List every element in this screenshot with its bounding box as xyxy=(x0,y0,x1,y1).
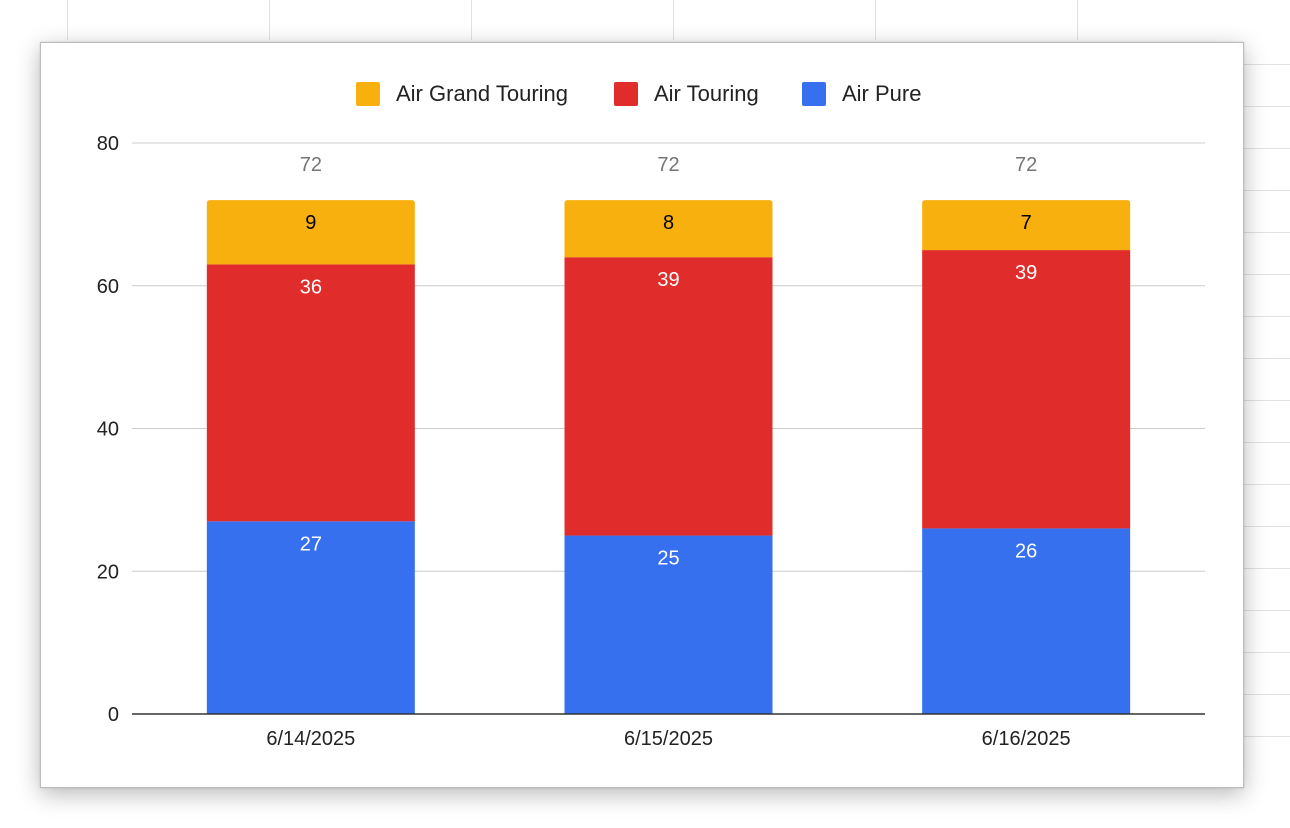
y-tick-label: 0 xyxy=(108,704,119,726)
sheet-grid-line xyxy=(269,0,270,40)
x-tick-label: 6/14/2025 xyxy=(266,728,355,750)
sheet-grid-line xyxy=(1244,400,1290,401)
data-label: 8 xyxy=(663,212,674,234)
sheet-grid-line xyxy=(471,0,472,40)
sheet-grid-line xyxy=(1244,610,1290,611)
sheet-grid-line xyxy=(1244,526,1290,527)
axes: 0 20 40 60 80 6/14/2025 6/15/2025 6/16/2025 xyxy=(97,133,1205,750)
data-label: 39 xyxy=(657,269,679,291)
sheet-grid-line xyxy=(1244,358,1290,359)
legend-swatch[interactable] xyxy=(802,82,826,106)
bar-segment[interactable] xyxy=(564,200,773,258)
legend: Air Grand Touring Air Touring Air Pure xyxy=(356,81,921,106)
sheet-grid-line xyxy=(1244,652,1290,653)
data-label: 25 xyxy=(657,548,679,570)
x-tick-label: 6/15/2025 xyxy=(624,728,713,750)
bar-segment[interactable] xyxy=(922,250,1131,529)
y-tick-label: 80 xyxy=(97,133,119,155)
sheet-grid-line xyxy=(1244,148,1290,149)
bar-segment[interactable] xyxy=(922,200,1131,251)
y-tick-label: 60 xyxy=(97,276,119,298)
sheet-grid-line xyxy=(1244,64,1290,65)
total-label: 72 xyxy=(1015,154,1037,176)
sheet-grid-line xyxy=(1244,694,1290,695)
sheet-grid-line xyxy=(1244,274,1290,275)
bar-segment[interactable] xyxy=(922,528,1131,714)
sheet-grid-line xyxy=(1244,232,1290,233)
sheet-grid-line xyxy=(673,0,674,40)
sheet-grid-line xyxy=(1244,106,1290,107)
bar-segment[interactable] xyxy=(206,521,415,714)
total-label: 72 xyxy=(300,154,322,176)
data-label: 9 xyxy=(305,212,316,234)
legend-swatch[interactable] xyxy=(356,82,380,106)
bar-segment[interactable] xyxy=(206,264,415,522)
chart-card[interactable]: 27 36 9 72 25 39 8 72 26 39 7 72 0 20 40 60 80 6/14/2025… xyxy=(40,42,1244,788)
y-tick-label: 40 xyxy=(97,419,119,441)
legend-label[interactable]: Air Pure xyxy=(842,81,921,106)
data-label: 26 xyxy=(1015,540,1037,562)
sheet-grid-line xyxy=(1244,316,1290,317)
sheet-grid-line xyxy=(1244,484,1290,485)
data-label: 7 xyxy=(1021,212,1032,234)
sheet-grid-line xyxy=(875,0,876,40)
sheet-grid-line xyxy=(1244,736,1290,737)
sheet-grid-line xyxy=(1244,442,1290,443)
legend-label[interactable]: Air Touring xyxy=(654,81,759,106)
sheet-grid-line xyxy=(67,0,68,40)
sheet-grid-line xyxy=(1244,190,1290,191)
sheet-grid-line xyxy=(1244,568,1290,569)
data-label: 27 xyxy=(300,533,322,555)
legend-label[interactable]: Air Grand Touring xyxy=(396,81,568,106)
y-tick-label: 20 xyxy=(97,561,119,583)
bar-segment[interactable] xyxy=(564,257,773,536)
legend-swatch[interactable] xyxy=(614,82,638,106)
total-label: 72 xyxy=(657,154,679,176)
data-label: 39 xyxy=(1015,262,1037,284)
stacked-bar-chart: 27 36 9 72 25 39 8 72 26 39 7 72 0 20 40 60 80 6/14/2025… xyxy=(97,81,1205,750)
sheet-grid-line xyxy=(1077,0,1078,40)
bar-segment[interactable] xyxy=(206,200,415,265)
bars: 27 36 9 72 25 39 8 72 26 39 7 72 xyxy=(206,154,1131,714)
data-label: 36 xyxy=(300,276,322,298)
x-tick-label: 6/16/2025 xyxy=(982,728,1071,750)
bar-segment[interactable] xyxy=(564,535,773,714)
